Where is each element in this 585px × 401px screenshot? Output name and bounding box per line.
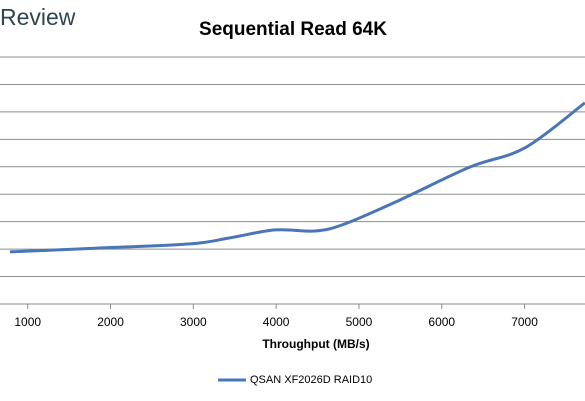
x-tick-label: 2000 [97,315,124,329]
legend-label: QSAN XF2026D RAID10 [250,374,372,386]
x-tick-label: 7000 [511,315,538,329]
brand-logo: Review [0,4,76,30]
x-tick-label: 1000 [14,315,41,329]
x-tick-label: 5000 [346,315,373,329]
chart-title: Sequential Read 64K [199,19,387,40]
x-axis-label: Throughput (MB/s) [262,337,369,351]
x-tick-label: 6000 [428,315,455,329]
x-tick-label: 3000 [180,315,207,329]
x-tick-label: 4000 [263,315,290,329]
series-line [9,101,585,254]
